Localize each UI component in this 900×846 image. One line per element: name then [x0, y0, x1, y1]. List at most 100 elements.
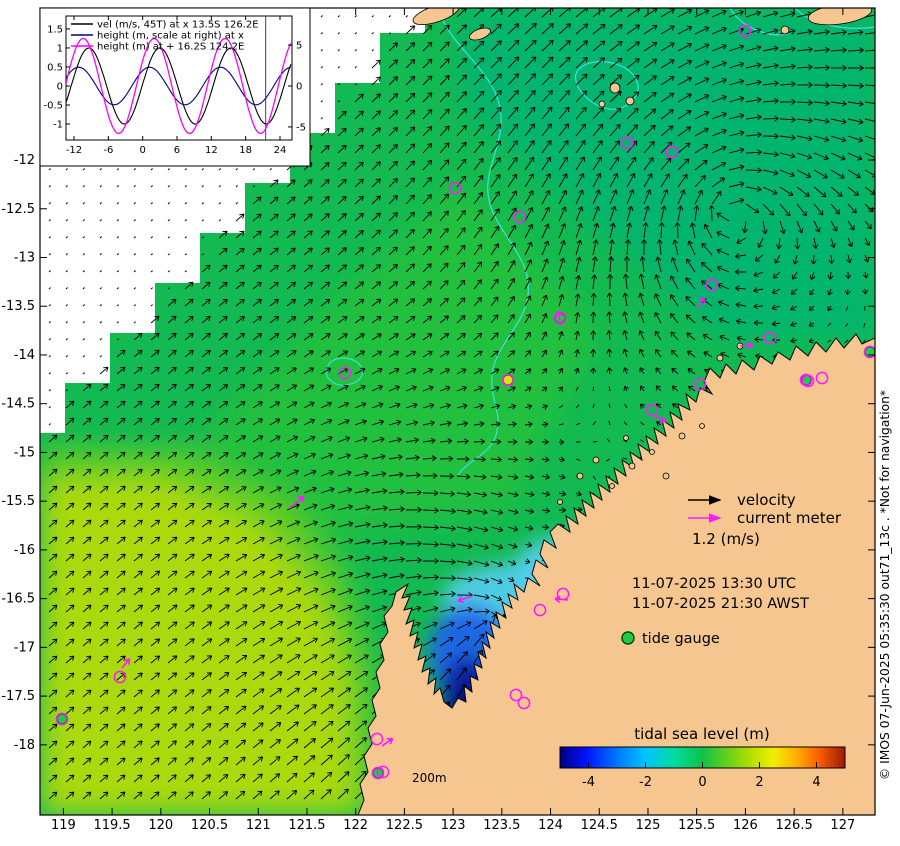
velocity-arrow	[608, 386, 611, 392]
velocity-arrow	[133, 434, 143, 443]
velocity-arrow	[694, 189, 703, 205]
velocity-arrow	[439, 438, 453, 445]
velocity-arrow	[694, 9, 710, 18]
velocity-arrow	[660, 8, 675, 18]
velocity-arrow	[762, 151, 779, 158]
velocity-arrow	[762, 133, 779, 140]
velocity-arrow	[235, 604, 248, 613]
velocity-arrow	[354, 470, 369, 477]
velocity-arrow	[541, 349, 547, 358]
velocity-arrow	[150, 706, 160, 715]
velocity-arrow	[82, 706, 92, 715]
velocity-arrow	[320, 637, 336, 647]
velocity-arrow	[558, 156, 568, 171]
velocity-arrow	[388, 419, 402, 426]
velocity-arrow	[439, 637, 454, 647]
velocity-arrow	[677, 42, 693, 52]
velocity-arrow	[626, 189, 635, 205]
velocity-arrow	[622, 348, 629, 358]
velocity-arrow	[456, 420, 469, 427]
velocity-arrow	[269, 384, 280, 392]
velocity-arrow	[99, 638, 109, 647]
velocity-arrow	[711, 78, 727, 86]
velocity-arrow	[65, 253, 68, 256]
colorbar-title: tidal sea level (m)	[634, 725, 769, 743]
velocity-arrow	[354, 367, 366, 375]
velocity-arrow	[65, 417, 75, 426]
velocity-arrow	[320, 469, 334, 477]
velocity-arrow	[235, 469, 247, 477]
velocity-arrow	[865, 67, 875, 69]
velocity-arrow	[303, 298, 314, 307]
velocity-arrow	[439, 245, 449, 256]
velocity-arrow	[133, 468, 143, 477]
colorbar-tick-label: 4	[812, 775, 820, 790]
velocity-arrow	[150, 383, 160, 392]
velocity-arrow	[639, 367, 645, 375]
velocity-arrow	[218, 418, 229, 426]
velocity-arrow	[456, 473, 471, 480]
velocity-arrow	[626, 205, 634, 222]
velocity-arrow	[654, 274, 662, 290]
velocity-arrow	[779, 116, 796, 123]
velocity-arrow	[439, 575, 456, 582]
velocity-arrow	[830, 186, 843, 197]
velocity-arrow	[354, 572, 371, 579]
velocity-arrow	[660, 109, 674, 120]
velocity-arrow	[354, 436, 368, 443]
velocity-arrow	[99, 287, 102, 290]
velocity-arrow	[150, 485, 160, 494]
velocity-arrow	[252, 705, 265, 715]
velocity-arrow	[269, 264, 279, 273]
velocity-arrow	[218, 536, 230, 545]
velocity-arrow	[133, 349, 143, 358]
velocity-arrow	[456, 621, 472, 630]
velocity-arrow	[252, 604, 266, 613]
velocity-arrow	[82, 451, 92, 460]
velocity-arrow	[827, 322, 832, 327]
velocity-arrow	[99, 621, 109, 630]
velocity-arrow	[728, 61, 745, 69]
velocity-arrow	[507, 456, 518, 463]
velocity-arrow	[812, 237, 819, 249]
velocity-arrow	[201, 281, 211, 290]
velocity-arrow	[507, 332, 515, 341]
velocity-arrow	[439, 508, 456, 515]
velocity-arrow	[371, 161, 381, 171]
velocity-arrow	[65, 287, 68, 290]
velocity-arrow	[82, 502, 92, 511]
velocity-arrow	[813, 46, 830, 53]
velocity-arrow	[116, 553, 126, 562]
velocity-arrow	[48, 672, 58, 681]
velocity-arrow	[82, 519, 92, 528]
velocity-arrow	[456, 332, 466, 341]
velocity-arrow	[82, 604, 92, 613]
velocity-arrow	[711, 95, 727, 103]
velocity-arrow	[99, 355, 102, 358]
velocity-arrow	[686, 350, 696, 358]
velocity-arrow	[558, 23, 572, 35]
velocity-arrow	[639, 385, 645, 392]
velocity-arrow	[439, 652, 453, 664]
velocity-arrow	[473, 350, 483, 358]
velocity-arrow	[337, 49, 340, 52]
ocean-shade-mid	[200, 178, 600, 548]
velocity-arrow	[167, 706, 178, 715]
velocity-arrow	[65, 468, 75, 477]
velocity-arrow	[524, 190, 534, 205]
velocity-arrow	[337, 350, 349, 358]
velocity-arrow	[827, 305, 833, 312]
current-meter-label: current meter	[737, 509, 842, 527]
velocity-arrow	[303, 247, 313, 256]
velocity-arrow	[235, 520, 247, 528]
velocity-arrow	[201, 723, 212, 732]
velocity-arrow	[422, 350, 433, 358]
velocity-arrow	[65, 519, 75, 528]
velocity-arrow	[252, 401, 263, 409]
inset-x-tick-label: 6	[174, 145, 180, 156]
velocity-arrow	[741, 220, 748, 234]
velocity-arrow	[422, 558, 439, 564]
inset-y-tick-label: -1	[53, 120, 63, 131]
velocity-arrow	[864, 135, 875, 143]
velocity-arrow	[371, 605, 387, 613]
